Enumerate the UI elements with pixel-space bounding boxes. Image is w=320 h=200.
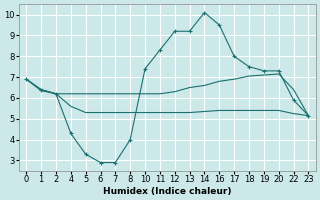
X-axis label: Humidex (Indice chaleur): Humidex (Indice chaleur) (103, 187, 232, 196)
